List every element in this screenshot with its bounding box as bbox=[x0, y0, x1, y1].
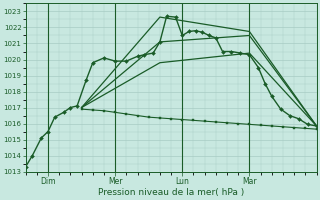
X-axis label: Pression niveau de la mer( hPa ): Pression niveau de la mer( hPa ) bbox=[98, 188, 244, 197]
